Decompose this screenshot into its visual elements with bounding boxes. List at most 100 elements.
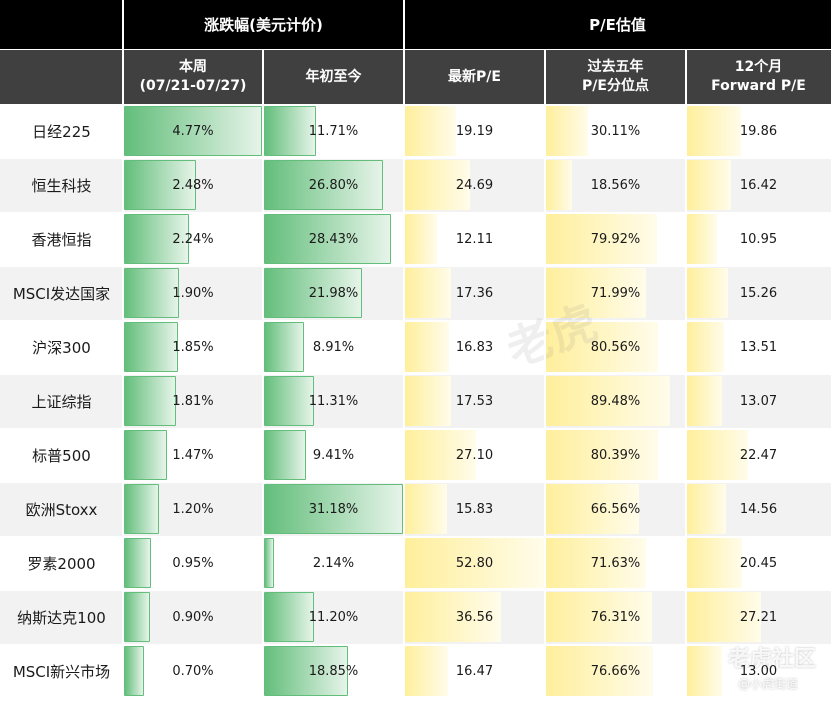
data-bar-pe	[405, 646, 448, 696]
cell-pe: 12.11	[404, 212, 545, 266]
cell-week: 1.90%	[123, 266, 263, 320]
cell-ytd: 26.80%	[263, 158, 404, 212]
cell-pe: 27.10	[404, 428, 545, 482]
data-bar-pe	[405, 592, 501, 642]
cell-pe: 52.80	[404, 536, 545, 590]
cell-fwd: 19.86	[686, 104, 831, 158]
row-divider	[0, 428, 831, 429]
value-label-pe-pct: 71.99%	[590, 285, 641, 301]
value-label-ytd: 9.41%	[312, 447, 355, 463]
data-bar-fwd	[687, 322, 724, 372]
data-bar-ytd	[264, 160, 383, 210]
data-bar-pe-pct	[546, 430, 658, 480]
row-label: 上证综指	[31, 392, 92, 411]
cell-fwd: 22.47	[686, 428, 831, 482]
cell-pe-pct: 71.99%	[545, 266, 686, 320]
cell-pe-pct: 89.48%	[545, 374, 686, 428]
value-label-fwd: 13.07	[739, 393, 778, 409]
data-bar-pe	[405, 268, 451, 318]
data-bar-week	[124, 106, 262, 156]
value-label-ytd: 2.14%	[312, 555, 355, 571]
value-label-pe: 36.56	[455, 609, 494, 625]
row-divider	[0, 644, 831, 645]
row-divider	[0, 590, 831, 591]
data-bar-ytd	[264, 430, 306, 480]
cell-ytd: 11.20%	[263, 590, 404, 644]
data-bar-fwd	[687, 106, 741, 156]
cell-week: 2.24%	[123, 212, 263, 266]
data-bar-pe	[405, 214, 437, 264]
column-header-pe-percentile-line2: P/E分位点	[582, 78, 649, 94]
value-label-pe-pct: 80.56%	[590, 339, 641, 355]
value-label-pe-pct: 30.11%	[590, 123, 641, 139]
cell-pe: 16.83	[404, 320, 545, 374]
watermark-handle: @小虎街道	[738, 677, 799, 691]
row-label: 沪深300	[32, 338, 91, 357]
cell-fwd: 10.95	[686, 212, 831, 266]
cell-week: 0.90%	[123, 590, 263, 644]
value-label-pe: 19.19	[455, 123, 494, 139]
row-label: MSCI新兴市场	[12, 662, 111, 681]
row-divider	[0, 320, 831, 321]
row-label: 日经225	[32, 122, 91, 141]
column-header-forward-pe-line1: 12个月	[734, 59, 783, 75]
data-bar-pe-pct	[546, 322, 658, 372]
cell-pe: 19.19	[404, 104, 545, 158]
column-header-week-line1: 本周	[179, 59, 207, 75]
value-label-week: 2.48%	[172, 177, 214, 193]
cell-week: 1.20%	[123, 482, 263, 536]
watermark-brand: 老虎社区	[728, 647, 817, 672]
row-divider	[0, 266, 831, 267]
value-label-pe: 24.69	[455, 177, 494, 193]
data-bar-ytd	[264, 322, 304, 372]
cell-ytd: 11.71%	[263, 104, 404, 158]
value-label-fwd: 10.95	[739, 231, 778, 247]
value-label-ytd: 11.31%	[308, 393, 359, 409]
header-group-pe: P/E估值	[404, 0, 831, 49]
data-bar-pe-pct	[546, 376, 670, 426]
value-label-pe: 16.47	[455, 663, 494, 679]
value-label-ytd: 8.91%	[312, 339, 355, 355]
cell-fwd: 15.26	[686, 266, 831, 320]
value-label-pe: 17.53	[455, 393, 494, 409]
header-corner	[0, 0, 123, 49]
value-label-ytd: 31.18%	[308, 501, 359, 517]
column-header-pe-percentile-line1: 过去五年	[587, 59, 644, 75]
value-label-ytd: 21.98%	[308, 285, 359, 301]
data-bar-fwd	[687, 376, 722, 426]
cell-pe-pct: 79.92%	[545, 212, 686, 266]
cell-ytd: 2.14%	[263, 536, 404, 590]
value-label-ytd: 11.71%	[308, 123, 359, 139]
cell-fwd: 13.07	[686, 374, 831, 428]
cell-fwd: 20.45	[686, 536, 831, 590]
subheader-corner	[0, 50, 123, 104]
data-bar-week	[124, 592, 150, 642]
value-label-fwd: 20.45	[739, 555, 778, 571]
value-label-pe: 12.11	[455, 231, 494, 247]
cell-ytd: 21.98%	[263, 266, 404, 320]
data-bar-fwd	[687, 268, 728, 318]
data-bar-pe-pct	[546, 484, 639, 534]
value-label-pe: 16.83	[455, 339, 494, 355]
data-bar-pe	[405, 322, 449, 372]
cell-ytd: 8.91%	[263, 320, 404, 374]
row-label: 罗素2000	[27, 554, 96, 573]
data-bar-pe-pct	[546, 646, 653, 696]
header-group-change: 涨跌幅(美元计价)	[123, 0, 404, 49]
value-label-week: 1.47%	[172, 447, 214, 463]
cell-ytd: 31.18%	[263, 482, 404, 536]
cell-pe: 15.83	[404, 482, 545, 536]
data-bar-pe-pct	[546, 592, 652, 642]
data-bar-week	[124, 268, 179, 318]
value-label-week: 1.90%	[172, 285, 214, 301]
value-label-ytd: 11.20%	[308, 609, 359, 625]
row-label: 欧洲Stoxx	[25, 500, 98, 519]
value-label-fwd: 22.47	[739, 447, 778, 463]
value-label-week: 2.24%	[172, 231, 214, 247]
cell-week: 1.85%	[123, 320, 263, 374]
cell-week: 0.70%	[123, 644, 263, 698]
value-label-week: 4.77%	[172, 123, 214, 139]
value-label-fwd: 13.00	[739, 663, 778, 679]
data-bar-pe-pct	[546, 214, 657, 264]
